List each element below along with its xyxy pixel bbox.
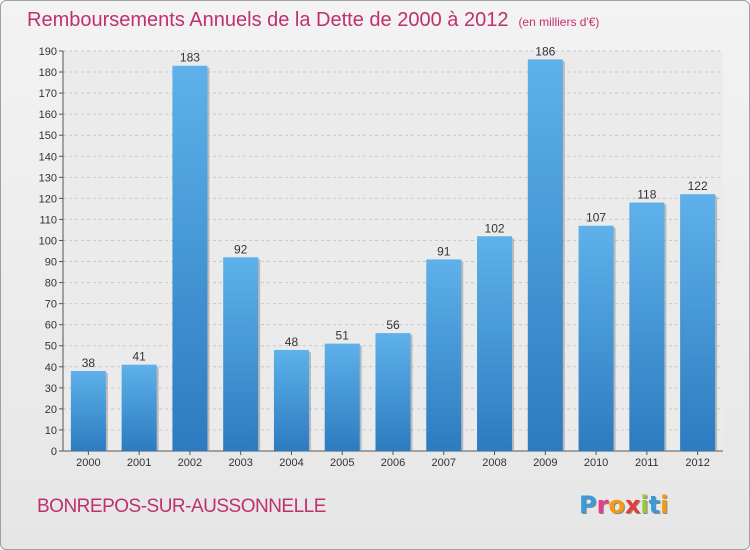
y-tick-label: 190: [39, 46, 57, 58]
proxiti-logo: Proxiti: [579, 491, 668, 519]
chart-title-text: Remboursements Annuels de la Dette de 20…: [27, 9, 509, 31]
logo-letter: P: [579, 491, 597, 519]
x-tick-label: 2012: [685, 457, 709, 469]
chart-title: Remboursements Annuels de la Dette de 20…: [27, 9, 599, 32]
bar: [70, 371, 106, 451]
x-tick-label: 2004: [279, 457, 303, 469]
x-tick-label: 2009: [533, 457, 557, 469]
bar-value-label: 107: [586, 211, 606, 225]
x-tick-label: 2001: [127, 457, 151, 469]
y-tick-label: 100: [39, 235, 57, 247]
bar: [172, 65, 208, 451]
bar: [375, 333, 411, 451]
y-tick-label: 60: [45, 320, 57, 332]
y-tick-label: 0: [51, 446, 57, 458]
bar-value-label: 51: [336, 329, 350, 343]
y-tick-label: 80: [45, 278, 57, 290]
x-tick-label: 2008: [482, 457, 506, 469]
bar: [324, 343, 360, 451]
bar-value-label: 118: [637, 188, 656, 202]
y-tick-label: 160: [39, 109, 57, 121]
logo-letter: x: [624, 491, 641, 519]
y-tick-label: 120: [39, 193, 57, 205]
y-tick-label: 70: [45, 299, 57, 311]
bar-value-label: 122: [688, 179, 708, 193]
y-tick-label: 30: [45, 383, 57, 395]
logo-letter: o: [608, 491, 625, 519]
x-tick-label: 2006: [381, 457, 405, 469]
bar: [477, 236, 513, 451]
x-tick-label: 2005: [330, 457, 354, 469]
bar: [527, 59, 563, 451]
bar-value-label: 38: [82, 356, 96, 370]
bar-value-label: 48: [285, 335, 299, 349]
x-tick-label: 2002: [178, 457, 202, 469]
chart-unit: (en milliers d'€): [518, 15, 600, 29]
logo-letter: t: [648, 491, 661, 519]
y-tick-label: 180: [39, 67, 57, 79]
y-tick-label: 40: [45, 362, 57, 374]
y-tick-label: 140: [39, 151, 57, 163]
x-tick-label: 2003: [228, 457, 252, 469]
y-tick-label: 20: [45, 404, 57, 416]
y-tick-label: 110: [39, 214, 57, 226]
bar-value-label: 186: [535, 44, 555, 58]
bar: [223, 257, 259, 451]
x-tick-label: 2011: [635, 457, 659, 469]
bar: [629, 202, 665, 451]
bar: [680, 194, 716, 451]
x-tick-label: 2000: [76, 457, 100, 469]
y-tick-label: 150: [39, 130, 57, 142]
logo-letter: r: [596, 491, 609, 519]
x-tick-label: 2007: [432, 457, 456, 469]
y-tick-label: 170: [39, 88, 57, 100]
bar: [273, 349, 309, 451]
logo-letter: i: [640, 491, 649, 519]
bar-value-label: 102: [485, 221, 505, 235]
bar-value-label: 56: [386, 318, 400, 332]
bar-value-label: 91: [437, 244, 451, 258]
y-tick-label: 130: [39, 172, 57, 184]
y-tick-label: 50: [45, 341, 57, 353]
y-tick-label: 90: [45, 257, 57, 269]
logo-letter: i: [660, 491, 669, 519]
bar-value-label: 183: [180, 51, 200, 65]
x-tick-label: 2010: [584, 457, 608, 469]
bar: [578, 225, 614, 451]
bar-value-label: 92: [234, 242, 248, 256]
y-tick-label: 10: [45, 425, 57, 437]
commune-name: BONREPOS-SUR-AUSSONNELLE: [37, 496, 326, 517]
bar: [426, 259, 462, 451]
bar-value-label: 41: [132, 350, 146, 364]
bar: [121, 364, 157, 451]
